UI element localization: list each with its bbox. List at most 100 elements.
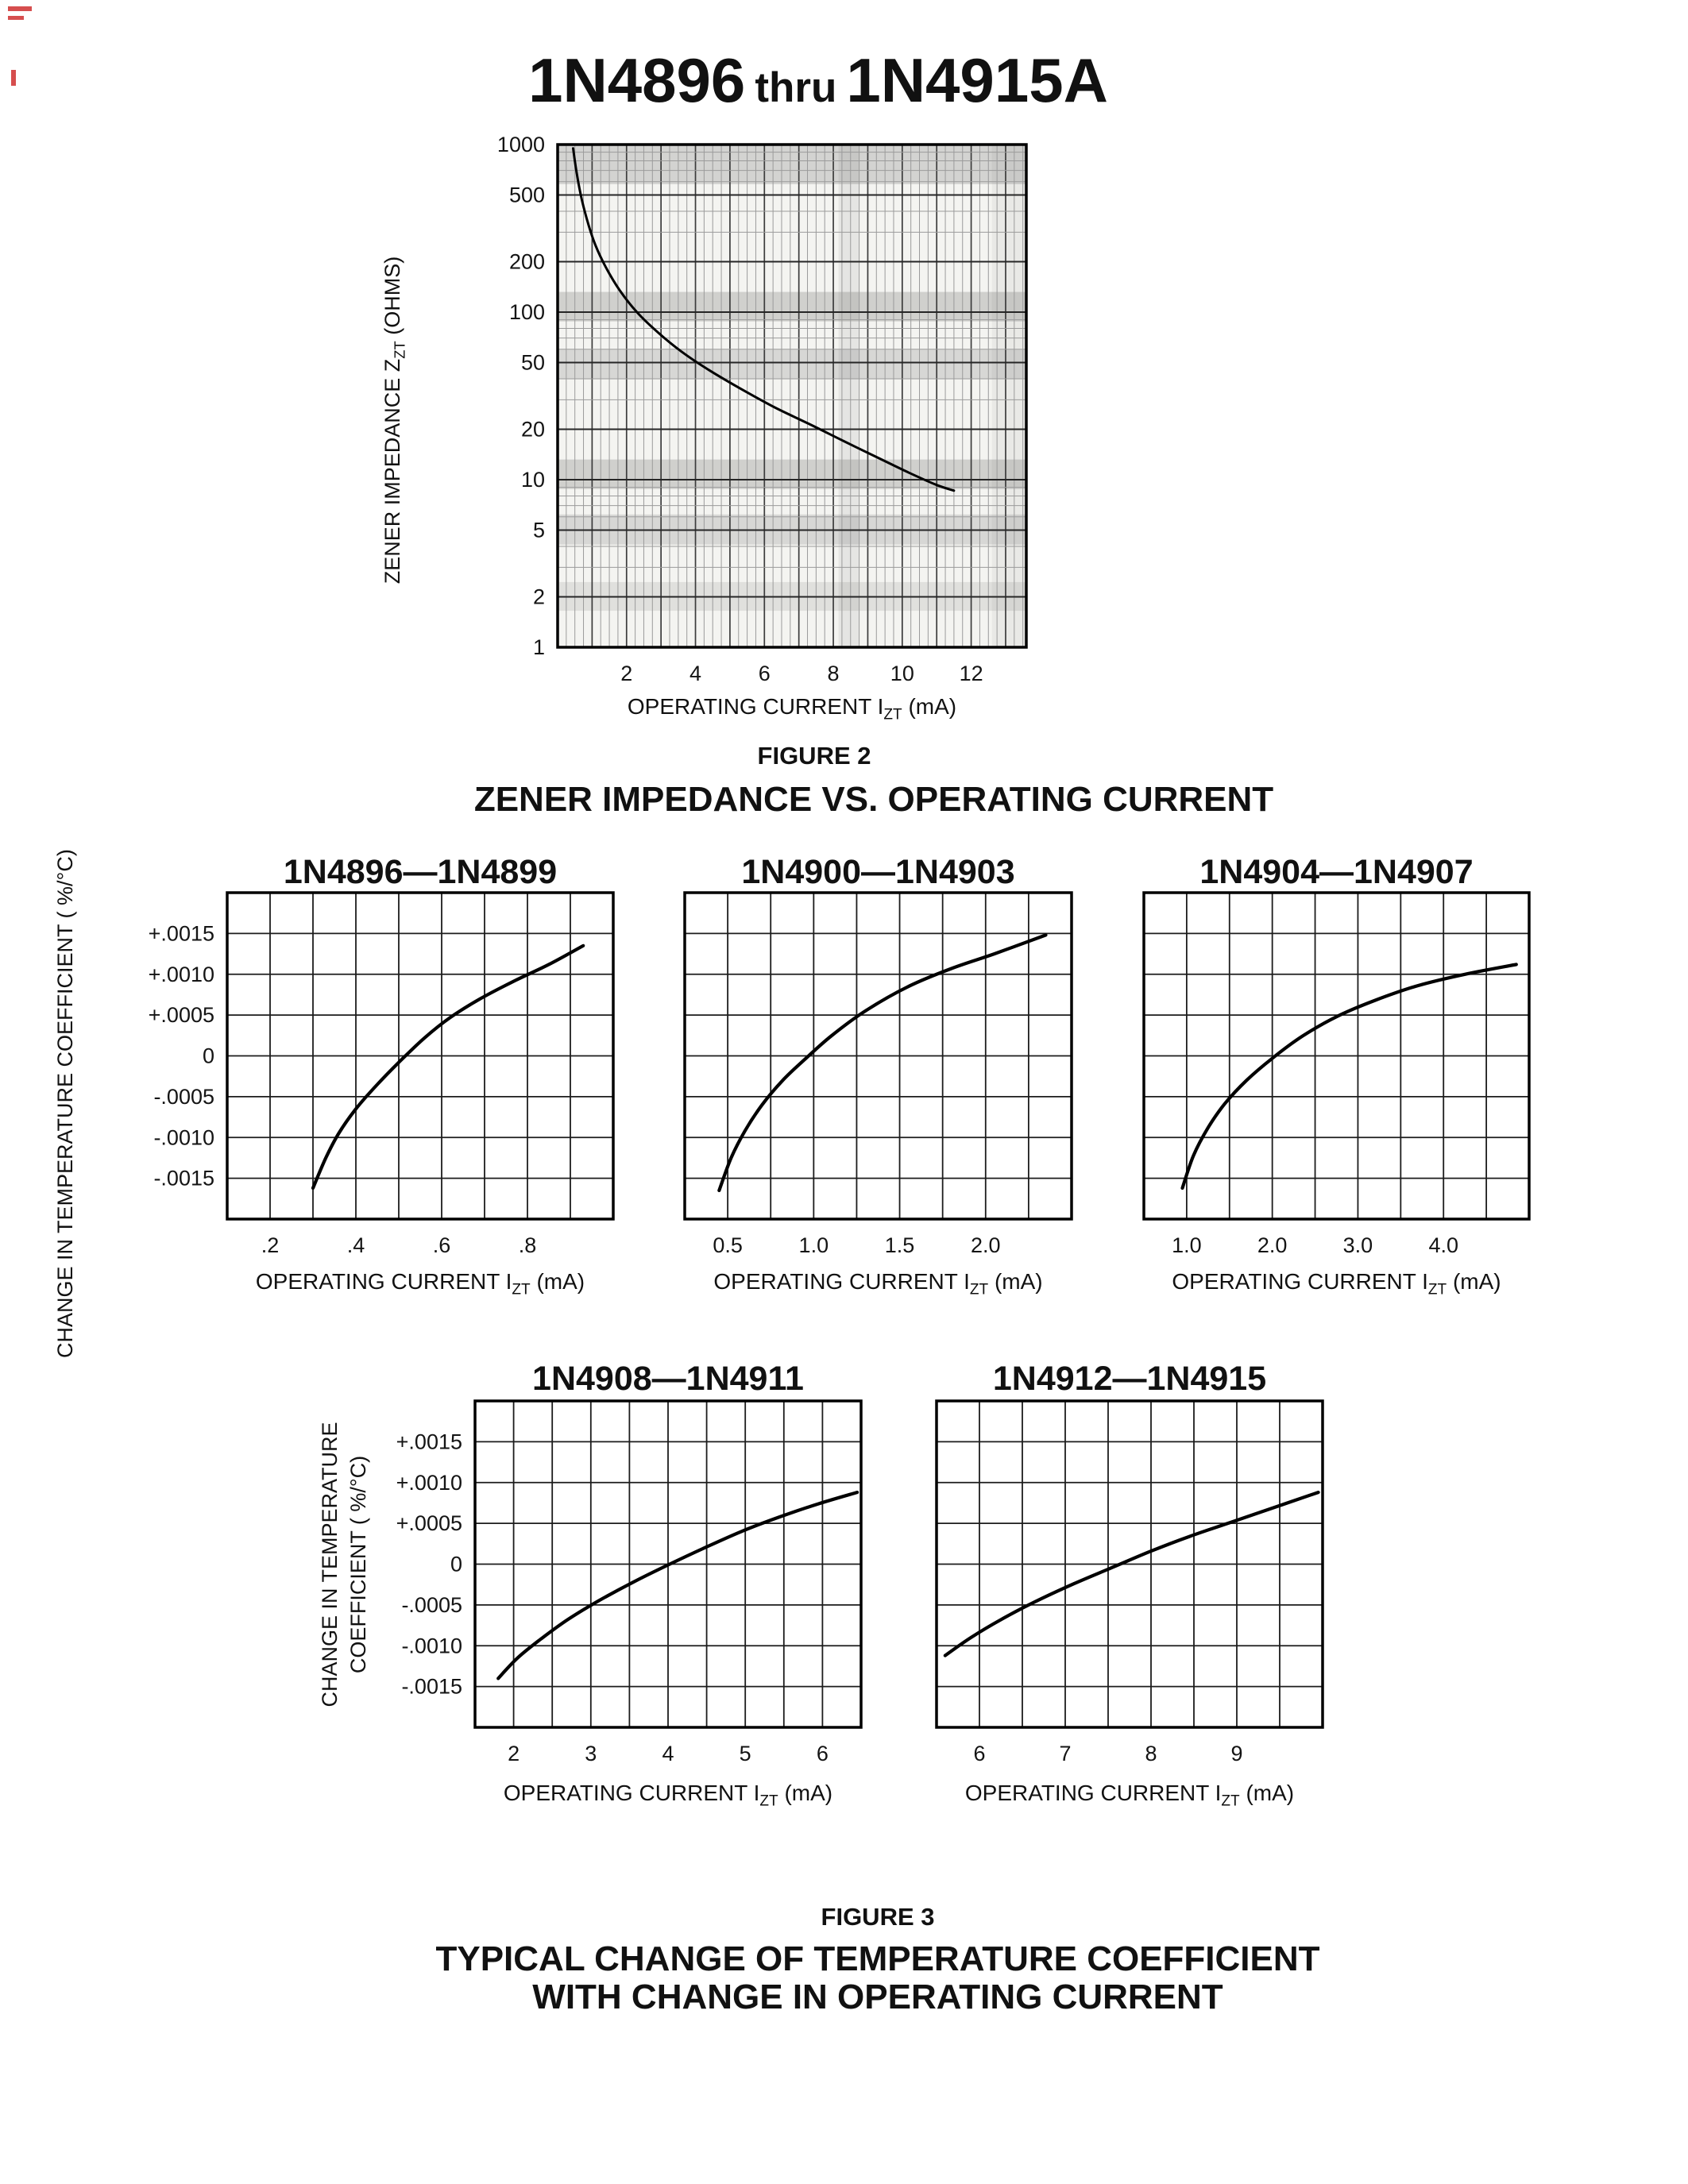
fig2-y-axis-label-text: ZENER IMPEDANCE Z [380, 358, 404, 585]
x-axis-label-unit: (mA) [1239, 1781, 1295, 1805]
chart-title-1n4900-1n4903: 1N4900—1N4903 [741, 853, 1015, 891]
fig3-row2-y-axis-label-line1: CHANGE IN TEMPERATURE [318, 1422, 342, 1707]
svg-text:-.0015: -.0015 [401, 1675, 462, 1699]
tc-chart-1n4904-1n4907: 1.0 2.0 3.0 4.0 [1142, 891, 1531, 1257]
svg-text:5: 5 [533, 519, 545, 542]
zener-impedance-chart: 2 4 6 8 10 12 1000 500 200 100 50 20 10 5 2 1 [497, 133, 1028, 685]
x-axis-label-sub: ZT [1221, 1792, 1240, 1810]
tc-chart-1n4900-1n4903: 0.5 1.0 1.5 2.0 [683, 891, 1073, 1257]
svg-text:10: 10 [521, 468, 545, 492]
x-axis-label-text: OPERATING CURRENT I [964, 1781, 1222, 1805]
fig2-y-axis-label: ZENER IMPEDANCE ZZT (OHMS) [377, 222, 408, 619]
x-axis-label-unit: (mA) [778, 1781, 833, 1805]
x-axis-label-sub: ZT [759, 1792, 778, 1810]
svg-text:10: 10 [890, 662, 914, 685]
x-axis-label-unit: (mA) [988, 1269, 1043, 1294]
fig2-title: ZENER IMPEDANCE VS. OPERATING CURRENT [473, 780, 1274, 819]
svg-text:.8: .8 [519, 1233, 537, 1257]
fig3-title-line1: TYPICAL CHANGE OF TEMPERATURE COEFFICIEN… [435, 1939, 1320, 1978]
svg-text:20: 20 [521, 417, 545, 441]
svg-text:0.5: 0.5 [713, 1233, 743, 1257]
fig2-y-axis-label-unit: (OHMS) [380, 256, 404, 341]
svg-text:.4: .4 [347, 1233, 365, 1257]
tc5-x-axis-label: OPERATING CURRENT IZT (mA) [937, 1781, 1323, 1811]
svg-text:1: 1 [533, 635, 545, 659]
tc4-x-axis-label: OPERATING CURRENT IZT (mA) [475, 1781, 861, 1811]
svg-text:100: 100 [509, 300, 545, 324]
title-thru: thru [755, 64, 837, 111]
svg-text:50: 50 [521, 351, 545, 375]
scan-artifact-mark [8, 16, 24, 20]
title-part-start: 1N4896 [528, 45, 746, 115]
tc2-x-axis-label: OPERATING CURRENT IZT (mA) [685, 1269, 1072, 1299]
svg-text:+.0010: +.0010 [396, 1471, 462, 1495]
svg-text:-.0010: -.0010 [153, 1125, 214, 1149]
svg-text:+.0015: +.0015 [396, 1430, 462, 1453]
chart-title-1n4896-1n4899: 1N4896—1N4899 [283, 853, 558, 891]
svg-text:6: 6 [759, 662, 771, 685]
x-axis-label-unit: (mA) [530, 1269, 585, 1294]
svg-text:4: 4 [689, 662, 701, 685]
scan-artifact-mark [8, 6, 32, 11]
svg-text:1000: 1000 [497, 133, 545, 156]
chart-title-1n4908-1n4911: 1N4908—1N4911 [532, 1360, 804, 1398]
svg-text:-.0010: -.0010 [401, 1634, 462, 1657]
fig3-title-line2: WITH CHANGE IN OPERATING CURRENT [532, 1978, 1223, 2016]
svg-text:200: 200 [509, 249, 545, 273]
svg-text:.2: .2 [261, 1233, 280, 1257]
tc1-x-axis-label: OPERATING CURRENT IZT (mA) [227, 1269, 613, 1299]
svg-text:6: 6 [973, 1742, 985, 1765]
svg-text:+.0010: +.0010 [149, 963, 214, 986]
svg-text:1.0: 1.0 [799, 1233, 829, 1257]
svg-text:5: 5 [740, 1742, 751, 1765]
fig2-caption: FIGURE 2 [757, 742, 871, 770]
tc3-x-axis-label: OPERATING CURRENT IZT (mA) [1144, 1269, 1529, 1299]
x-axis-label-sub: ZT [969, 1281, 989, 1298]
x-axis-label-text: OPERATING CURRENT I [503, 1781, 760, 1805]
page-title: 1N4896 thru 1N4915A [445, 44, 1192, 117]
tc-chart-1n4912-1n4915: 6 7 8 9 [935, 1399, 1324, 1765]
svg-text:1.0: 1.0 [1172, 1233, 1202, 1257]
svg-text:4: 4 [662, 1742, 674, 1765]
svg-text:2: 2 [620, 662, 632, 685]
svg-text:-.0005: -.0005 [153, 1085, 214, 1109]
svg-text:.6: .6 [433, 1233, 451, 1257]
fig3-row1-y-axis-label: CHANGE IN TEMPERATURE COEFFICIENT ( %/°C… [53, 849, 77, 1358]
title-part-end: 1N4915A [846, 45, 1108, 115]
svg-text:500: 500 [509, 183, 545, 207]
x-axis-label-text: OPERATING CURRENT I [1172, 1269, 1428, 1294]
svg-text:+.0005: +.0005 [396, 1511, 462, 1535]
fig3-caption: FIGURE 3 [821, 1903, 935, 1931]
fig2-x-axis-label: OPERATING CURRENT IZT (mA) [558, 694, 1026, 724]
chart-title-1n4904-1n4907: 1N4904—1N4907 [1199, 853, 1474, 891]
svg-text:9: 9 [1230, 1742, 1242, 1765]
x-axis-label-unit: (mA) [1447, 1269, 1501, 1294]
fig2-y-axis-label-sub: ZT [391, 341, 408, 359]
svg-text:2.0: 2.0 [1257, 1233, 1288, 1257]
svg-text:3: 3 [585, 1742, 597, 1765]
svg-text:6: 6 [817, 1742, 829, 1765]
svg-text:1.5: 1.5 [885, 1233, 915, 1257]
x-axis-label-text: OPERATING CURRENT I [627, 694, 884, 719]
svg-text:4.0: 4.0 [1428, 1233, 1458, 1257]
svg-text:-.0015: -.0015 [153, 1167, 214, 1190]
x-axis-label-text: OPERATING CURRENT I [255, 1269, 512, 1294]
svg-text:2: 2 [508, 1742, 520, 1765]
svg-text:8: 8 [1145, 1742, 1157, 1765]
svg-text:-.0005: -.0005 [401, 1593, 462, 1617]
x-axis-label-sub: ZT [883, 706, 902, 723]
chart-title-1n4912-1n4915: 1N4912—1N4915 [992, 1360, 1267, 1398]
svg-text:3.0: 3.0 [1343, 1233, 1373, 1257]
svg-text:2: 2 [533, 585, 545, 608]
x-axis-label-unit: (mA) [902, 694, 957, 719]
svg-text:0: 0 [203, 1044, 214, 1068]
x-axis-label-sub: ZT [512, 1281, 531, 1298]
svg-text:+.0005: +.0005 [149, 1003, 214, 1027]
svg-text:2.0: 2.0 [971, 1233, 1001, 1257]
svg-text:12: 12 [960, 662, 983, 685]
svg-text:7: 7 [1059, 1742, 1071, 1765]
svg-text:+.0015: +.0015 [149, 921, 214, 945]
tc-chart-1n4908-1n4911: 2 3 4 5 6 +.0015 +.0010 +.0005 0 -.0005 -.0010 -.00… [396, 1399, 863, 1765]
scan-artifact-mark [11, 70, 16, 86]
